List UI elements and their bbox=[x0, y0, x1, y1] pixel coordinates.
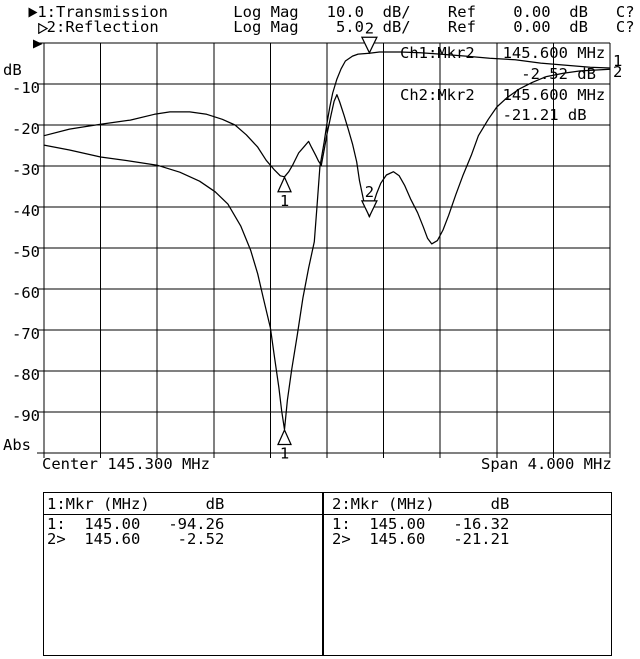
marker-number-label: 2 bbox=[365, 183, 374, 201]
active-channel-indicator-icon bbox=[28, 7, 38, 18]
span-label: Span 4.000 MHz bbox=[481, 455, 612, 473]
y-axis-tick-label: -30 bbox=[12, 161, 40, 179]
marker-table: 1:Mkr (MHz) dB 1: 145.00 -94.26 2> 145.6… bbox=[43, 492, 612, 656]
y-axis-tick-label: -20 bbox=[12, 120, 40, 138]
marker-table-ch1-header: 1:Mkr (MHz) dB bbox=[47, 495, 225, 513]
marker-triangle-ch2-mkr1 bbox=[277, 175, 292, 193]
inactive-channel-indicator-icon bbox=[37, 22, 48, 34]
marker-table-header-rule bbox=[44, 513, 611, 515]
marker-triangle-ch1-mkr2 bbox=[360, 36, 378, 55]
trace-transmission bbox=[43, 51, 611, 431]
marker-table-ch2-header: 2:Mkr (MHz) dB bbox=[332, 495, 510, 513]
ch1-marker-readout-label: Ch1:Mkr2 bbox=[400, 44, 475, 62]
marker-table-ch1-rows: 1: 145.00 -94.26 2> 145.60 -2.52 bbox=[47, 515, 225, 548]
marker-number-label: 1 bbox=[280, 192, 289, 210]
center-frequency-label: Center 145.300 MHz bbox=[42, 455, 210, 473]
trace-reflection bbox=[43, 68, 611, 245]
y-axis-tick-label: -10 bbox=[12, 79, 40, 97]
graticule bbox=[37, 42, 611, 458]
plot-area: Ch1:Mkr2 145.600 MHz -2.52 dB Ch2:Mkr2 1… bbox=[3, 19, 622, 463]
marker-number-label: 1 bbox=[280, 445, 289, 463]
ch2-marker-readout-value: -21.21 dB bbox=[503, 106, 587, 124]
marker-triangle-ch1-mkr1 bbox=[277, 428, 292, 446]
trace-end-label-1: 1 bbox=[613, 52, 622, 70]
marker-table-divider bbox=[322, 493, 324, 655]
y-axis-tick-label: -90 bbox=[12, 407, 40, 425]
ch2-marker-readout-label: Ch2:Mkr2 bbox=[400, 86, 475, 104]
marker-number-label: 2 bbox=[365, 19, 374, 37]
ref-level-indicator-icon bbox=[33, 39, 43, 49]
marker-triangle-ch2-mkr2 bbox=[360, 200, 378, 218]
header-line-ch2: 2:Reflection Log Mag 5.0 dB/ Ref 0.00 dB… bbox=[28, 18, 635, 36]
y-axis-tick-label: -50 bbox=[12, 243, 40, 261]
marker-table-ch2-rows: 1: 145.00 -16.32 2> 145.60 -21.21 bbox=[332, 515, 510, 548]
y-axis-tick-label: -70 bbox=[12, 325, 40, 343]
header-line-ch1: 1:Transmission Log Mag 10.0 dB/ Ref 0.00… bbox=[28, 3, 635, 21]
y-axis-tick-label: -60 bbox=[12, 284, 40, 302]
trace-end-label-2: 2 bbox=[613, 63, 622, 81]
y-axis-unit-label: dB bbox=[3, 61, 22, 79]
ch1-marker-readout-freq: 145.600 MHz bbox=[503, 44, 606, 62]
y-axis-tick-label: -40 bbox=[12, 202, 40, 220]
y-axis-tick-label: -80 bbox=[12, 366, 40, 384]
y-axis-bottom-label: Abs bbox=[3, 436, 31, 454]
ch2-marker-readout-freq: 145.600 MHz bbox=[503, 86, 606, 104]
